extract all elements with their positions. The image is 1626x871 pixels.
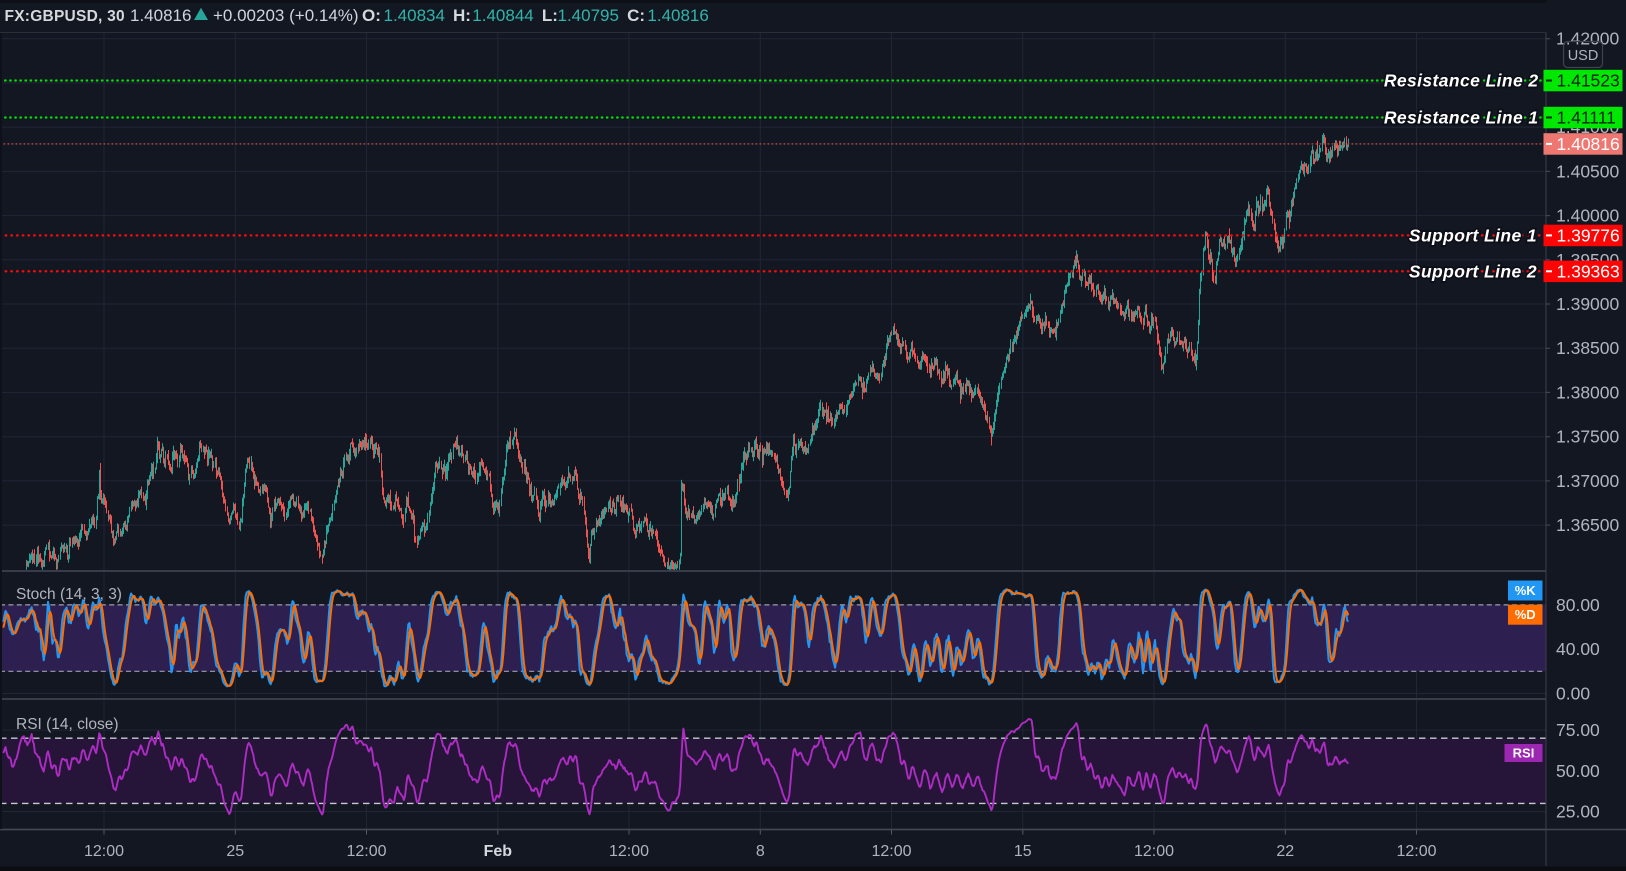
svg-text:Resistance Line 2: Resistance Line 2: [1384, 71, 1539, 91]
svg-text:+0.00203 (+0.14%): +0.00203 (+0.14%): [213, 6, 359, 25]
svg-text:Feb: Feb: [484, 843, 513, 860]
svg-text:Resistance Line 1: Resistance Line 1: [1384, 108, 1539, 128]
svg-text:1.42000: 1.42000: [1556, 29, 1620, 49]
svg-text:12:00: 12:00: [871, 843, 911, 860]
svg-text:%D: %D: [1515, 607, 1536, 622]
svg-text:Support Line 1: Support Line 1: [1409, 225, 1537, 245]
svg-text:C:: C:: [627, 6, 645, 25]
svg-text:RSI (14, close): RSI (14, close): [16, 716, 119, 733]
svg-text:8: 8: [756, 843, 765, 860]
svg-text:1.40816: 1.40816: [130, 6, 191, 25]
svg-text:1.37000: 1.37000: [1556, 471, 1620, 491]
svg-text:1.39776: 1.39776: [1557, 225, 1620, 245]
svg-text:1.41523: 1.41523: [1557, 71, 1620, 91]
svg-text:USD: USD: [1568, 48, 1599, 64]
svg-text:75.00: 75.00: [1556, 720, 1600, 740]
svg-text:50.00: 50.00: [1556, 761, 1600, 781]
svg-text:1.40834: 1.40834: [384, 6, 445, 25]
svg-text:O:: O:: [362, 6, 381, 25]
svg-text:1.40844: 1.40844: [472, 6, 533, 25]
svg-text:12:00: 12:00: [1396, 843, 1436, 860]
svg-text:L:: L:: [542, 6, 558, 25]
svg-text:22: 22: [1276, 843, 1294, 860]
svg-text:H:: H:: [453, 6, 471, 25]
svg-text:1.40795: 1.40795: [558, 6, 619, 25]
svg-text:1.40816: 1.40816: [1557, 134, 1620, 154]
svg-text:12:00: 12:00: [1134, 843, 1174, 860]
svg-text:1.41111: 1.41111: [1557, 108, 1616, 128]
svg-text:12:00: 12:00: [84, 843, 124, 860]
svg-text:1.40500: 1.40500: [1556, 161, 1620, 181]
svg-text:1.37500: 1.37500: [1556, 427, 1620, 447]
svg-text:12:00: 12:00: [609, 843, 649, 860]
svg-text:15: 15: [1014, 843, 1032, 860]
svg-text:1.36500: 1.36500: [1556, 515, 1620, 535]
svg-text:1.40000: 1.40000: [1556, 206, 1620, 226]
svg-text:RSI: RSI: [1513, 746, 1535, 761]
svg-text:25: 25: [226, 843, 244, 860]
svg-text:Stoch (14, 3, 3): Stoch (14, 3, 3): [16, 586, 122, 603]
svg-text:FX:GBPUSD, 30: FX:GBPUSD, 30: [5, 8, 125, 25]
svg-text:1.38000: 1.38000: [1556, 382, 1620, 402]
svg-text:25.00: 25.00: [1556, 802, 1600, 822]
svg-text:0.00: 0.00: [1556, 684, 1590, 704]
svg-text:1.39000: 1.39000: [1556, 294, 1620, 314]
svg-text:Support Line 2: Support Line 2: [1409, 261, 1537, 281]
svg-text:80.00: 80.00: [1556, 595, 1600, 615]
svg-text:1.39363: 1.39363: [1557, 261, 1620, 281]
svg-text:1.38500: 1.38500: [1556, 338, 1620, 358]
svg-text:%K: %K: [1515, 583, 1537, 598]
svg-text:40.00: 40.00: [1556, 639, 1600, 659]
svg-text:12:00: 12:00: [346, 843, 386, 860]
svg-text:1.40816: 1.40816: [647, 6, 708, 25]
